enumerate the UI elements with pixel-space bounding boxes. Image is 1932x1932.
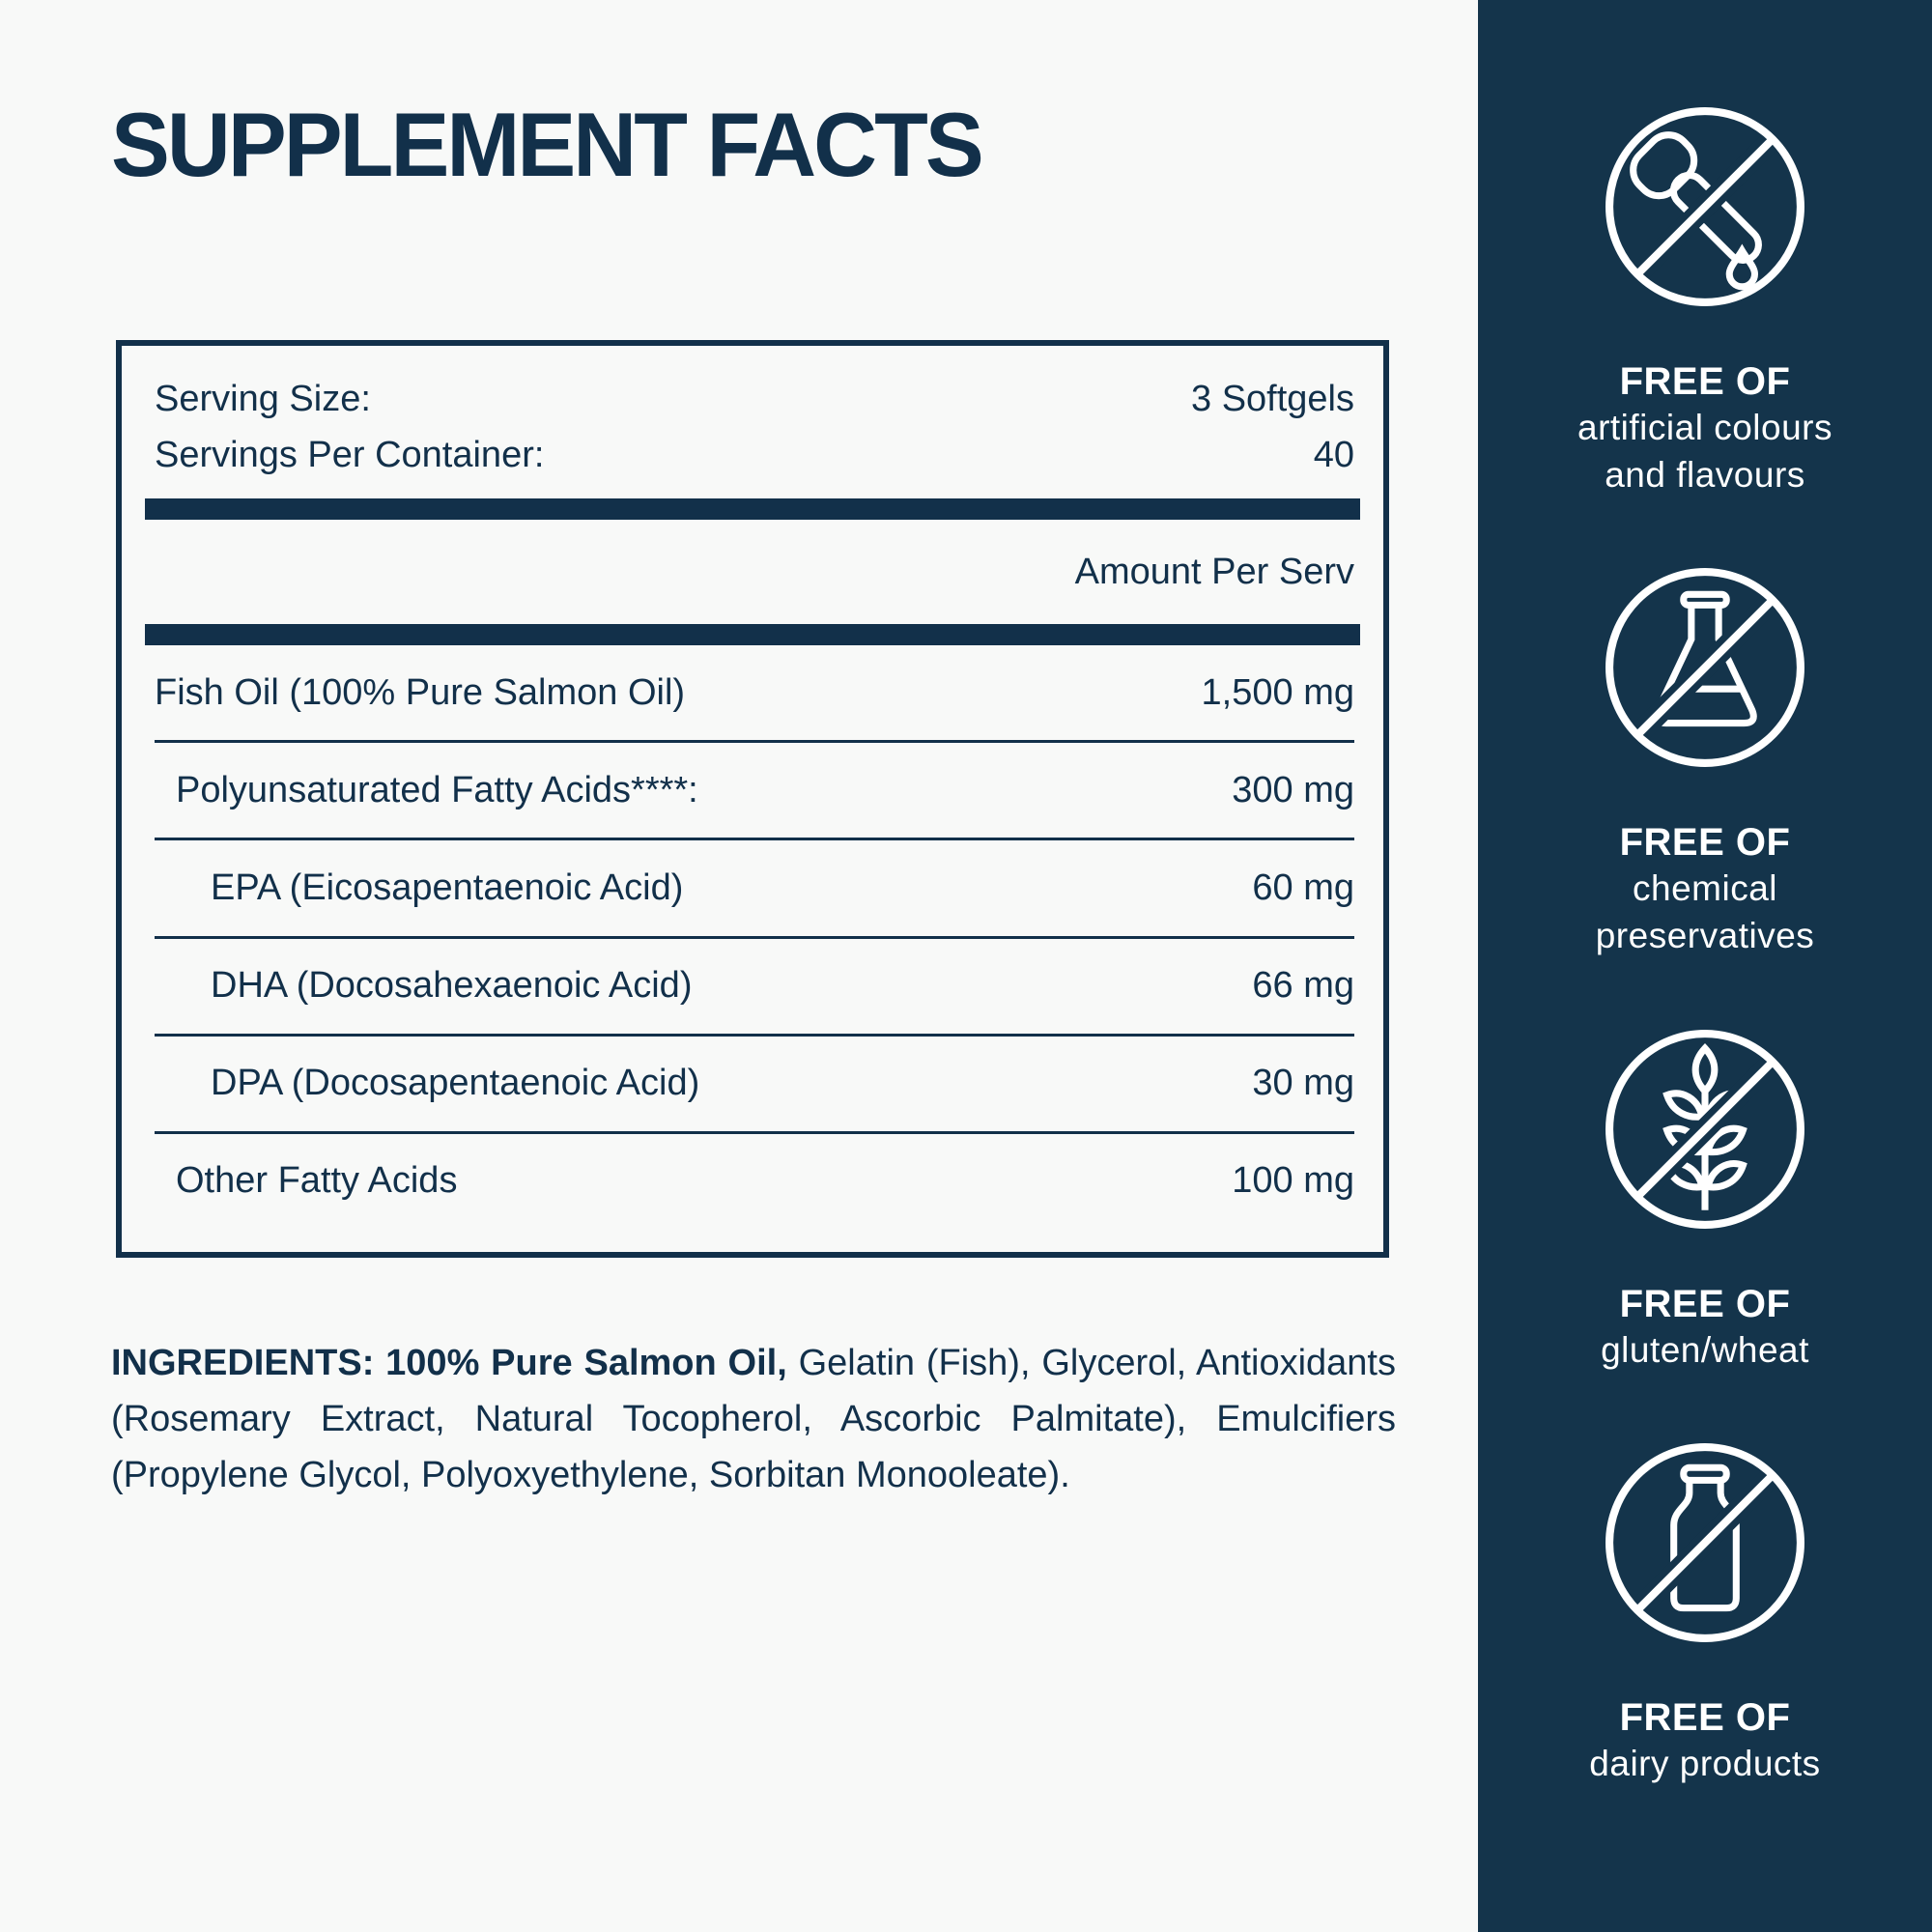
row-value: 30 mg (1252, 1063, 1354, 1104)
ingredients-paragraph: INGREDIENTS: 100% Pure Salmon Oil, Gelat… (111, 1335, 1396, 1503)
table-row-epa: EPA (Eicosapentaenoic Acid) 60 mg (155, 838, 1354, 935)
row-value: 66 mg (1252, 965, 1354, 1007)
servings-per-container-row: Servings Per Container: 40 (155, 427, 1354, 483)
table-row-fish-oil: Fish Oil (100% Pure Salmon Oil) 1,500 mg (155, 645, 1354, 740)
row-value: 300 mg (1232, 769, 1354, 810)
supplement-facts-table: Serving Size: 3 Softgels Servings Per Co… (116, 340, 1389, 1258)
ingredients-lead: INGREDIENTS: 100% Pure Salmon Oil, (111, 1343, 787, 1383)
badge-caption: FREE OF chemical preservatives (1596, 820, 1815, 959)
row-label: Polyunsaturated Fatty Acids****: (176, 769, 698, 810)
row-label: Other Fatty Acids (176, 1160, 458, 1202)
serving-info: Serving Size: 3 Softgels Servings Per Co… (122, 346, 1383, 483)
row-label: Fish Oil (100% Pure Salmon Oil) (155, 671, 686, 713)
badge-gluten-wheat: FREE OF gluten/wheat (1601, 1027, 1809, 1374)
amount-per-serv-header: Amount Per Serv (1074, 552, 1354, 592)
no-flask-icon (1605, 568, 1804, 768)
badge-line: and flavours (1605, 455, 1805, 495)
no-wheat-icon (1605, 1029, 1804, 1229)
divider-bar (145, 624, 1360, 645)
row-label: DHA (Docosahexaenoic Acid) (211, 965, 693, 1007)
serving-size-row: Serving Size: 3 Softgels (155, 371, 1354, 427)
badge-title: FREE OF (1619, 1282, 1791, 1325)
free-of-badge-panel: FREE OF artificial colours and flavours … (1478, 0, 1932, 1932)
serving-size-label: Serving Size: (155, 379, 371, 419)
badge-line: preservatives (1595, 916, 1815, 956)
table-row-polyunsaturated: Polyunsaturated Fatty Acids****: 300 mg (155, 740, 1354, 838)
badge-artificial-colours: FREE OF artificial colours and flavours (1577, 104, 1833, 498)
badge-title: FREE OF (1619, 1695, 1791, 1739)
row-value: 100 mg (1232, 1160, 1354, 1202)
row-label: EPA (Eicosapentaenoic Acid) (211, 867, 684, 908)
badge-caption: FREE OF gluten/wheat (1601, 1282, 1809, 1374)
nutrient-rows: Fish Oil (100% Pure Salmon Oil) 1,500 mg… (122, 645, 1383, 1252)
badge-line: gluten/wheat (1601, 1329, 1809, 1370)
badge-caption: FREE OF artificial colours and flavours (1577, 359, 1833, 498)
servings-per-container-value: 40 (1313, 435, 1354, 475)
row-value: 60 mg (1252, 867, 1354, 908)
badge-chemical-preservatives: FREE OF chemical preservatives (1596, 565, 1815, 959)
badge-line: dairy products (1589, 1743, 1821, 1783)
table-row-other-fatty-acids: Other Fatty Acids 100 mg (155, 1130, 1354, 1229)
badge-title: FREE OF (1619, 360, 1791, 403)
no-milk-bottle-icon (1605, 1443, 1804, 1642)
row-label: DPA (Docosapentaenoic Acid) (211, 1063, 700, 1104)
badge-title: FREE OF (1619, 821, 1791, 865)
badge-caption: FREE OF dairy products (1589, 1695, 1820, 1787)
no-dropper-icon (1605, 107, 1804, 306)
divider-bar (145, 498, 1360, 520)
badge-line: artificial colours (1577, 408, 1833, 447)
badge-line: chemical (1633, 868, 1777, 909)
row-value: 1,500 mg (1201, 671, 1354, 713)
serving-size-value: 3 Softgels (1191, 379, 1354, 419)
ingredients-rest: Gelatin (Fish), Glycerol, Antioxidants (… (111, 1343, 1396, 1495)
badge-dairy-products: FREE OF dairy products (1589, 1440, 1820, 1787)
table-row-dha: DHA (Docosahexaenoic Acid) 66 mg (155, 935, 1354, 1034)
servings-per-container-label: Servings Per Container: (155, 435, 545, 475)
page-title: SUPPLEMENT FACTS (111, 94, 984, 195)
table-row-dpa: DPA (Docosapentaenoic Acid) 30 mg (155, 1033, 1354, 1131)
